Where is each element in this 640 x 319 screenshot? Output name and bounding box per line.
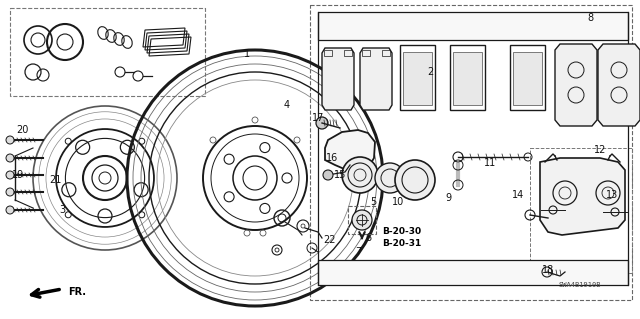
Text: 16: 16 xyxy=(326,153,338,163)
Circle shape xyxy=(342,157,378,193)
Bar xyxy=(310,5,632,300)
Text: 13: 13 xyxy=(606,190,618,200)
Text: 11: 11 xyxy=(484,158,496,168)
Bar xyxy=(530,148,632,273)
Text: 18: 18 xyxy=(542,265,554,275)
Bar xyxy=(362,50,370,56)
Circle shape xyxy=(323,170,333,180)
Text: 3: 3 xyxy=(59,205,65,215)
Text: 5: 5 xyxy=(370,197,376,207)
Polygon shape xyxy=(555,44,597,126)
Bar xyxy=(348,206,376,234)
Text: 14: 14 xyxy=(512,190,524,200)
Circle shape xyxy=(6,171,14,179)
Polygon shape xyxy=(540,158,625,235)
Polygon shape xyxy=(318,260,628,285)
Circle shape xyxy=(352,210,372,230)
Text: 6: 6 xyxy=(365,233,371,243)
Text: 2: 2 xyxy=(427,67,433,77)
Circle shape xyxy=(6,206,14,214)
Text: 7: 7 xyxy=(355,247,361,257)
Polygon shape xyxy=(322,48,354,110)
Text: 4: 4 xyxy=(284,100,290,110)
Text: 10: 10 xyxy=(392,197,404,207)
Text: 19: 19 xyxy=(12,170,24,180)
Text: 22: 22 xyxy=(324,235,336,245)
Text: 17: 17 xyxy=(312,113,324,123)
Polygon shape xyxy=(403,52,432,105)
Text: B-20-31: B-20-31 xyxy=(382,240,421,249)
Text: B-20-30: B-20-30 xyxy=(382,227,421,236)
Bar xyxy=(324,50,332,56)
Text: 21: 21 xyxy=(49,175,61,185)
Polygon shape xyxy=(318,12,628,40)
Text: 9: 9 xyxy=(445,193,451,203)
Circle shape xyxy=(395,160,435,200)
Bar xyxy=(382,50,390,56)
Text: 20: 20 xyxy=(16,125,28,135)
Text: 15: 15 xyxy=(334,170,346,180)
Text: 1: 1 xyxy=(244,49,250,59)
Polygon shape xyxy=(513,52,542,105)
Polygon shape xyxy=(360,48,392,110)
Circle shape xyxy=(6,154,14,162)
Circle shape xyxy=(6,188,14,196)
Text: FR.: FR. xyxy=(68,287,86,297)
Bar xyxy=(344,50,352,56)
Polygon shape xyxy=(453,52,482,105)
Text: SWA4B1910B: SWA4B1910B xyxy=(559,282,601,288)
Circle shape xyxy=(375,163,405,193)
Circle shape xyxy=(316,117,328,129)
Polygon shape xyxy=(325,130,375,172)
Text: 8: 8 xyxy=(587,13,593,23)
Bar xyxy=(10,8,205,96)
Polygon shape xyxy=(598,44,640,126)
Circle shape xyxy=(6,136,14,144)
Text: 12: 12 xyxy=(594,145,606,155)
